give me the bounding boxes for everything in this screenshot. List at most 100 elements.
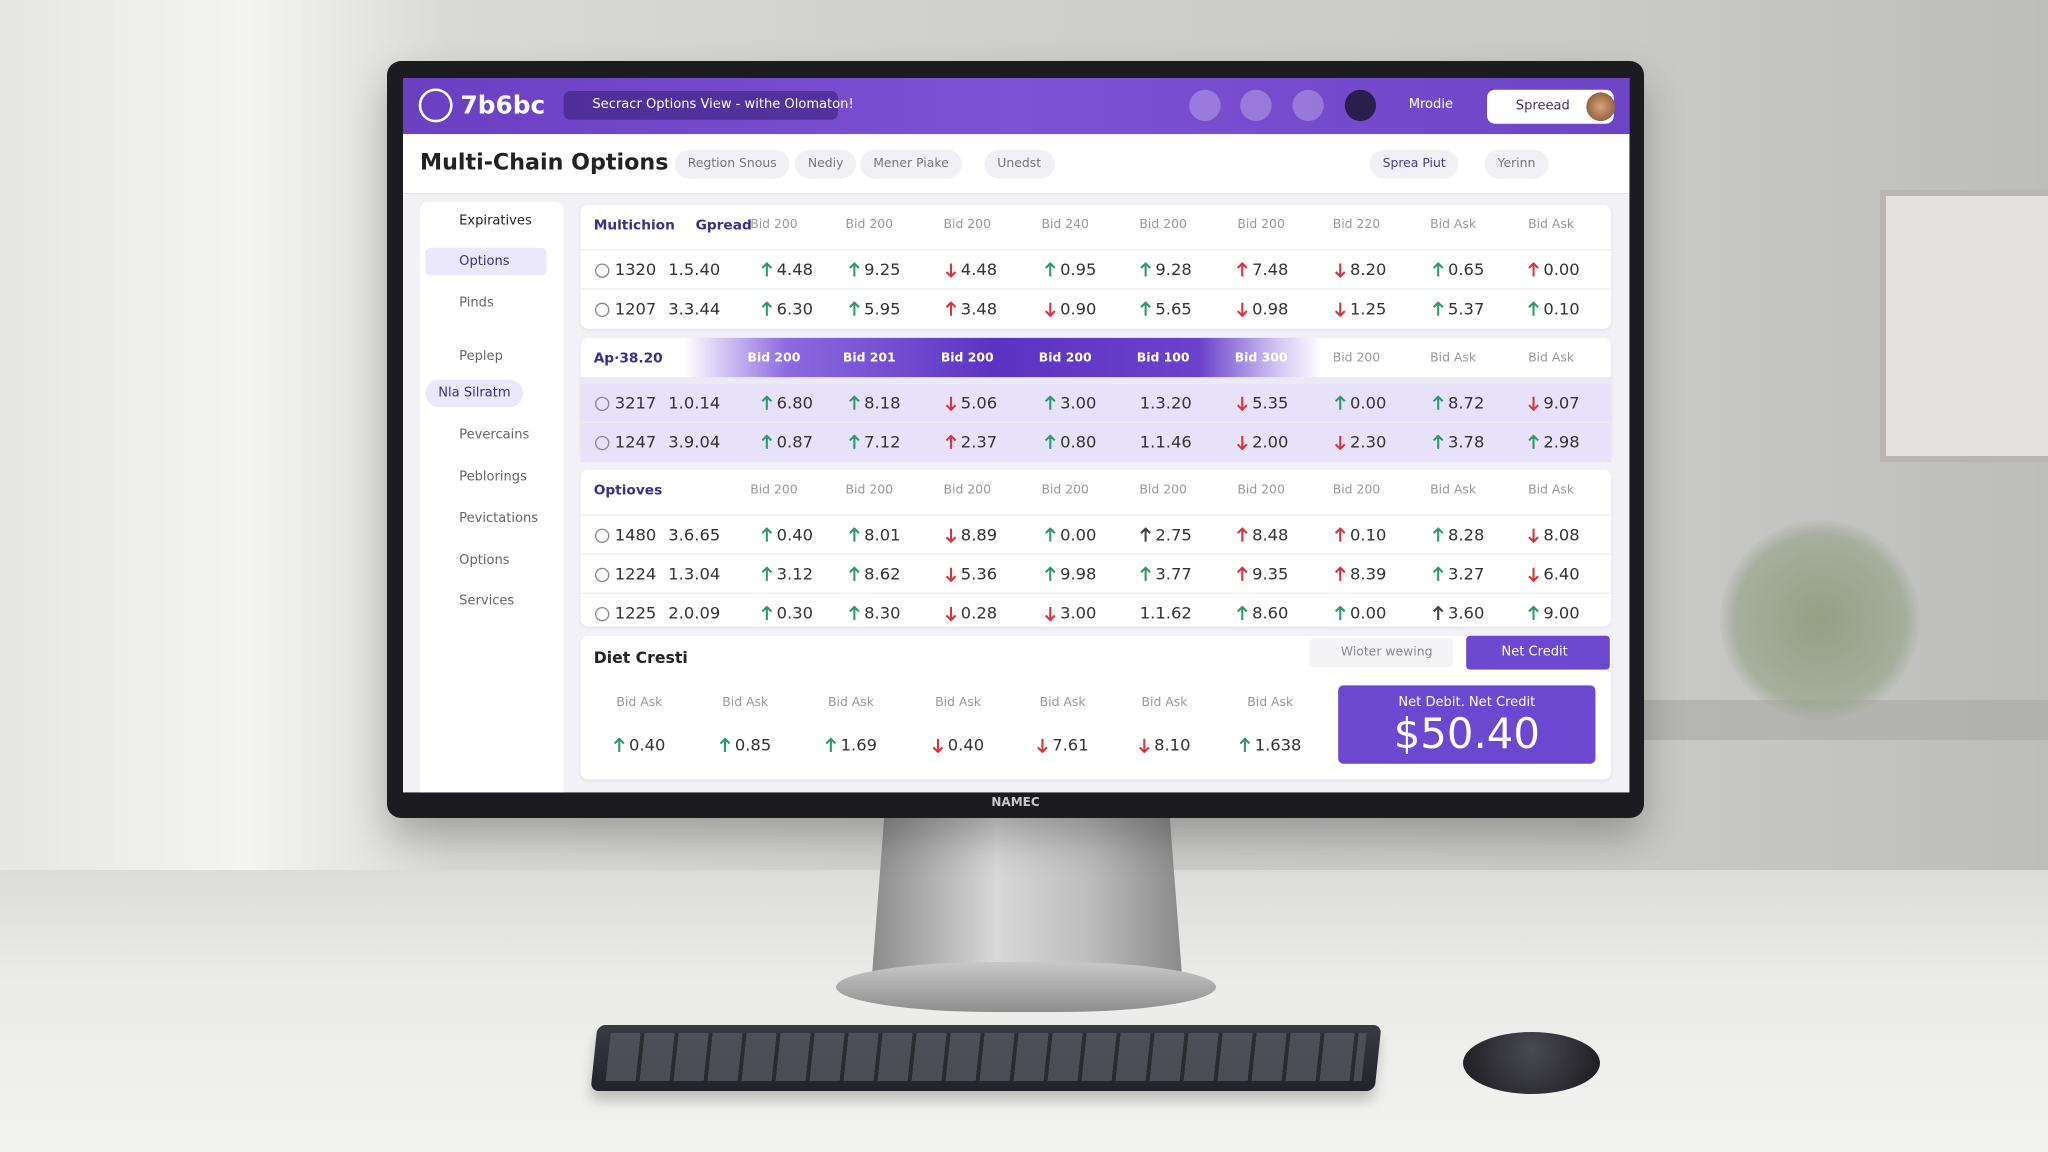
- filter-pill[interactable]: Unedst: [984, 149, 1055, 179]
- value-cell: 6.80: [761, 393, 813, 412]
- sidebar-item[interactable]: Options: [459, 553, 510, 568]
- arrow-up: [761, 261, 773, 276]
- sidebar-item[interactable]: Expiratives: [459, 213, 532, 229]
- net-card: Net Debit. Net Credit $50.40: [1338, 685, 1596, 764]
- arrow-up: [849, 394, 860, 410]
- value-cell: 8.72: [1432, 393, 1484, 412]
- value-cell: 5.35: [1236, 393, 1288, 412]
- sidebar-item[interactable]: Pinds: [459, 296, 494, 311]
- value-cell: 6.30: [761, 299, 813, 318]
- icon-button[interactable]: [1292, 89, 1324, 122]
- value-cell: 0.40: [613, 735, 665, 755]
- value-cell: 8.39: [1334, 563, 1387, 584]
- value-text: 3.00: [1060, 603, 1097, 623]
- value-cell: 8.62: [848, 563, 901, 584]
- value-text: 3.27: [1447, 563, 1485, 584]
- value-cell: 3.00: [1044, 392, 1097, 413]
- action-pill[interactable]: Yerinn: [1484, 149, 1549, 179]
- value-cell: 1.69: [825, 735, 877, 755]
- value-text: 1.69: [840, 734, 878, 755]
- arrow-up: [1432, 300, 1444, 316]
- column-header: Bid Ask: [722, 695, 769, 711]
- value-text: 0.95: [1060, 259, 1097, 280]
- value-text: 8.39: [1350, 563, 1387, 584]
- user-name[interactable]: Mrodie: [1408, 97, 1454, 112]
- arrow-down: [1044, 606, 1056, 621]
- row-icon: [594, 528, 610, 543]
- wall-frame: [1880, 190, 2048, 462]
- arrow-down: [1528, 396, 1539, 411]
- data-row: 1224 1.3.04 3.12 8.62 5.36 9.98 3.77 9.35 8.39 3.…: [580, 553, 1612, 593]
- icon-button[interactable]: [1240, 89, 1272, 122]
- row-icon: [594, 396, 610, 412]
- value-cell: 8.18: [848, 393, 901, 412]
- search[interactable]: Secracr Options View - withe Olomaton!: [563, 91, 854, 120]
- value-text: 8.10: [1154, 734, 1191, 755]
- icon-button[interactable]: [1189, 89, 1221, 122]
- value-cell: 0.90: [1044, 299, 1096, 318]
- value-cell: 8.01: [848, 525, 901, 544]
- value-cell: 3.27: [1432, 563, 1485, 584]
- value-text: 2.75: [1155, 524, 1192, 545]
- value-cell: 0.40: [932, 735, 984, 755]
- net-credit-button[interactable]: Net Credit: [1466, 635, 1610, 670]
- column-header: Bid 201: [842, 350, 896, 366]
- value-cell: 5.06: [945, 393, 997, 412]
- column-header: Bid 200: [1041, 482, 1089, 498]
- value-cell: 2.98: [1528, 432, 1580, 452]
- arrow-down: [1528, 567, 1539, 582]
- avatar[interactable]: [1586, 92, 1616, 122]
- sidebar-item[interactable]: Pevictations: [459, 511, 539, 526]
- value-text: 9.98: [1060, 563, 1097, 584]
- arrow-down: [1037, 738, 1048, 753]
- column-header: Bid Ask: [935, 695, 982, 711]
- data-row: 1480 3.6.65 0.40 8.01 8.89 0.00 2.75 8.48 0.10 8.…: [580, 514, 1612, 554]
- sidebar-item[interactable]: Options: [425, 247, 547, 276]
- arrow-up: [1528, 261, 1539, 276]
- column-header: Bid 200: [943, 217, 991, 233]
- row-id: 1480: [614, 524, 657, 545]
- sidebar-item[interactable]: Peplep: [459, 349, 503, 365]
- arrow-up: [849, 565, 860, 581]
- value-text: 3.00: [1060, 392, 1097, 413]
- summary-title: Diet Cresti: [593, 648, 688, 668]
- filter-pill[interactable]: Regtion Snous: [674, 149, 790, 179]
- filter-pill[interactable]: Mener Piake: [860, 149, 962, 179]
- row-icon: [594, 435, 610, 451]
- sidebar-item[interactable]: Nla Silratm: [425, 379, 524, 408]
- arrow-down: [945, 262, 957, 278]
- arrow-up: [1432, 605, 1444, 620]
- value-cell: 6.40: [1528, 563, 1580, 584]
- view-select[interactable]: Wioter wewing: [1309, 638, 1454, 668]
- sidebar-item[interactable]: Services: [459, 593, 515, 609]
- column-header: Bid Ask: [1528, 482, 1575, 498]
- value-text: 8.62: [864, 563, 901, 584]
- sidebar-item[interactable]: Pevercains: [459, 428, 530, 443]
- filter-pill[interactable]: Nediy: [794, 149, 857, 179]
- value-cell: 1.1.46: [1140, 432, 1192, 452]
- arrow-up: [849, 261, 860, 276]
- sidebar-item[interactable]: Peblorings: [459, 469, 527, 485]
- value-cell: 3.48: [945, 299, 997, 318]
- value-text: 8.89: [960, 524, 998, 545]
- value-text: 0.65: [1447, 259, 1485, 280]
- options-section: Optioves Bid 200 Bid 200 Bid 200 Bid 200 Bid …: [580, 469, 1612, 627]
- arrow-up: [761, 605, 773, 620]
- arrow-up: [1140, 261, 1151, 276]
- arrow-up: [1236, 565, 1248, 581]
- column-header: Bid 200: [1332, 482, 1381, 498]
- value-text: 6.40: [1543, 563, 1580, 584]
- value-cell: 2.37: [945, 432, 997, 452]
- value-cell: 8.89: [945, 524, 998, 545]
- row-base: 3.3.44: [668, 298, 721, 319]
- value-text: 8.60: [1252, 603, 1289, 623]
- value-cell: 0.98: [1236, 298, 1289, 319]
- row-icon: [594, 302, 610, 318]
- logo: 7b6bc: [460, 91, 546, 120]
- value-text: 0.98: [1252, 298, 1289, 319]
- value-cell: 7.61: [1037, 735, 1089, 755]
- value-cell: 7.12: [848, 432, 901, 452]
- icon-button[interactable]: [1344, 89, 1377, 122]
- arrow-down: [1334, 435, 1346, 450]
- action-pill[interactable]: Sprea Piut: [1369, 149, 1459, 179]
